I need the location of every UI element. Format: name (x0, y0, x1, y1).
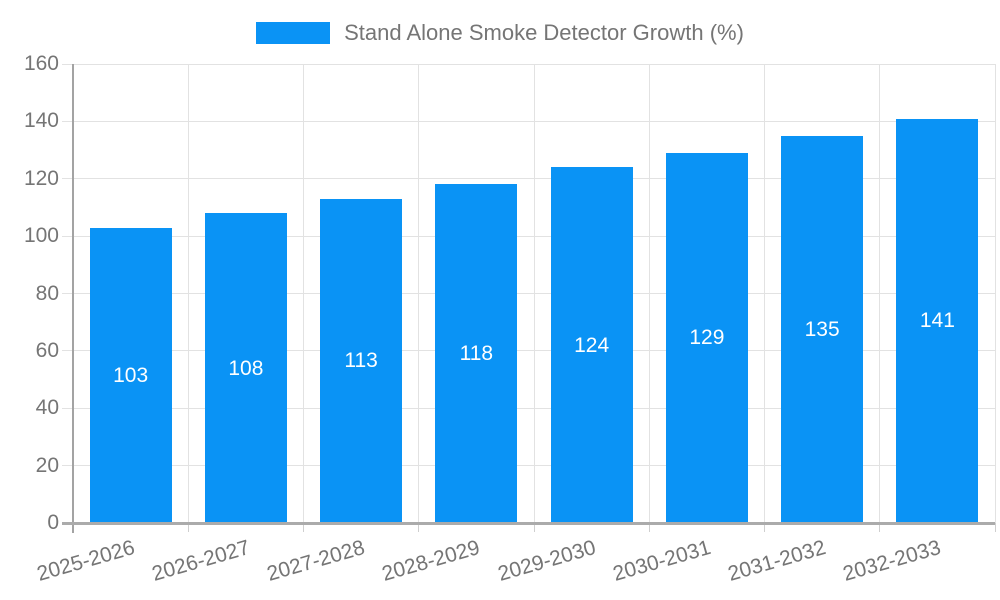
x-axis-tick (994, 523, 996, 532)
legend[interactable]: Stand Alone Smoke Detector Growth (%) (0, 18, 1000, 48)
bar[interactable]: 135 (781, 135, 864, 523)
bar-value-label: 141 (919, 309, 955, 333)
x-gridline (533, 64, 535, 523)
y-gridline (62, 293, 995, 294)
x-gridline (187, 64, 189, 523)
y-gridline (62, 350, 995, 352)
bar[interactable]: 108 (204, 213, 287, 523)
bar-value-label: 113 (344, 349, 378, 373)
y-gridline (62, 235, 995, 237)
y-axis-line (72, 64, 74, 533)
x-gridline (303, 64, 304, 523)
y-axis-tick-label: 80 (35, 281, 59, 305)
bar[interactable]: 129 (665, 152, 748, 523)
bar[interactable]: 141 (896, 118, 979, 523)
y-axis-tick-label: 140 (23, 109, 59, 133)
y-axis-tick-label: 60 (35, 338, 59, 362)
y-axis-tick-label: 0 (47, 511, 59, 534)
bar[interactable]: 118 (435, 184, 518, 523)
x-axis-tick (418, 523, 420, 532)
x-axis-tick (648, 523, 650, 532)
y-gridline (62, 63, 995, 65)
x-gridline (764, 64, 765, 523)
x-gridline (879, 64, 881, 523)
bar-value-label: 103 (113, 363, 149, 387)
x-axis-tick (879, 523, 881, 532)
y-axis-tick-label: 100 (23, 224, 59, 248)
y-gridline (62, 465, 995, 467)
y-axis-tick-label: 40 (35, 396, 59, 420)
x-axis-tick (303, 523, 304, 532)
chart-title: Stand Alone Smoke Detector Growth (%) (344, 20, 744, 45)
x-axis-line (62, 522, 995, 525)
y-axis-tick-label: 160 (23, 52, 59, 75)
y-gridline (62, 120, 995, 122)
x-axis-tick (764, 523, 765, 532)
bar-value-label: 124 (574, 333, 610, 357)
legend-swatch (256, 22, 331, 44)
y-gridline (62, 178, 995, 180)
bar-value-label: 118 (459, 342, 494, 366)
y-axis-tick-label: 120 (23, 166, 59, 190)
y-axis-tick-label: 20 (35, 453, 59, 477)
x-gridline (418, 64, 420, 523)
x-axis-tick (533, 523, 535, 532)
y-gridline (62, 407, 995, 409)
bar[interactable]: 103 (89, 227, 172, 523)
bar[interactable]: 124 (550, 167, 633, 523)
x-gridline (648, 64, 650, 523)
x-axis-tick (187, 523, 189, 532)
x-gridline (994, 64, 996, 523)
bar[interactable]: 113 (320, 198, 403, 523)
bar-value-label: 108 (228, 356, 264, 380)
bar-value-label: 129 (689, 326, 725, 350)
bar-value-label: 135 (804, 317, 840, 341)
